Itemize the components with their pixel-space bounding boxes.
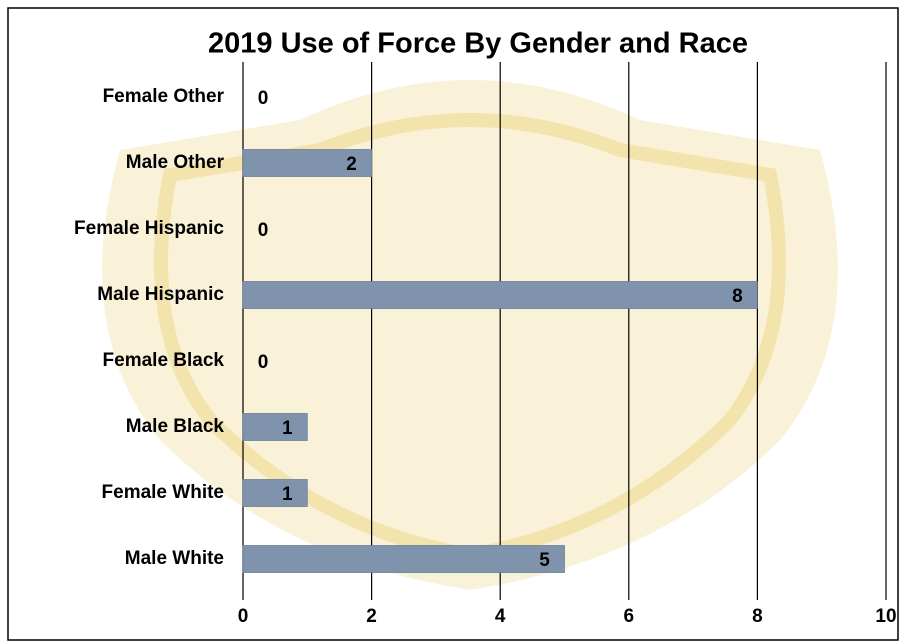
chart-title: 2019 Use of Force By Gender and Race bbox=[208, 28, 748, 60]
data-label: 1 bbox=[282, 484, 293, 505]
y-tick-label: Female Black bbox=[103, 350, 225, 371]
bar bbox=[242, 149, 373, 177]
y-tick-label: Male Hispanic bbox=[97, 284, 224, 305]
bar bbox=[242, 413, 308, 441]
y-tick-label: Male Black bbox=[126, 416, 225, 437]
data-label: 0 bbox=[258, 88, 269, 109]
x-tick-label: 2 bbox=[366, 606, 377, 627]
data-label: 2 bbox=[346, 154, 357, 175]
y-tick-label: Female Hispanic bbox=[74, 218, 224, 239]
y-tick-label: Male Other bbox=[126, 152, 225, 173]
x-tick-label: 4 bbox=[495, 606, 506, 627]
bar bbox=[242, 545, 565, 573]
x-tick-label: 8 bbox=[752, 606, 763, 627]
bar bbox=[242, 479, 308, 507]
x-tick-label: 0 bbox=[238, 606, 249, 627]
data-label: 0 bbox=[258, 352, 269, 373]
y-tick-label: Female Other bbox=[103, 86, 225, 107]
x-tick-label: 10 bbox=[875, 606, 896, 627]
data-label: 0 bbox=[258, 220, 269, 241]
badge-ring bbox=[154, 113, 786, 563]
data-label: 1 bbox=[282, 418, 293, 439]
data-label: 5 bbox=[539, 550, 550, 571]
y-tick-label: Male White bbox=[125, 548, 224, 569]
x-tick-label: 6 bbox=[624, 606, 635, 627]
bar bbox=[242, 281, 758, 309]
data-label: 8 bbox=[732, 286, 743, 307]
y-tick-label: Female White bbox=[102, 482, 224, 503]
badge-watermark bbox=[102, 80, 838, 590]
